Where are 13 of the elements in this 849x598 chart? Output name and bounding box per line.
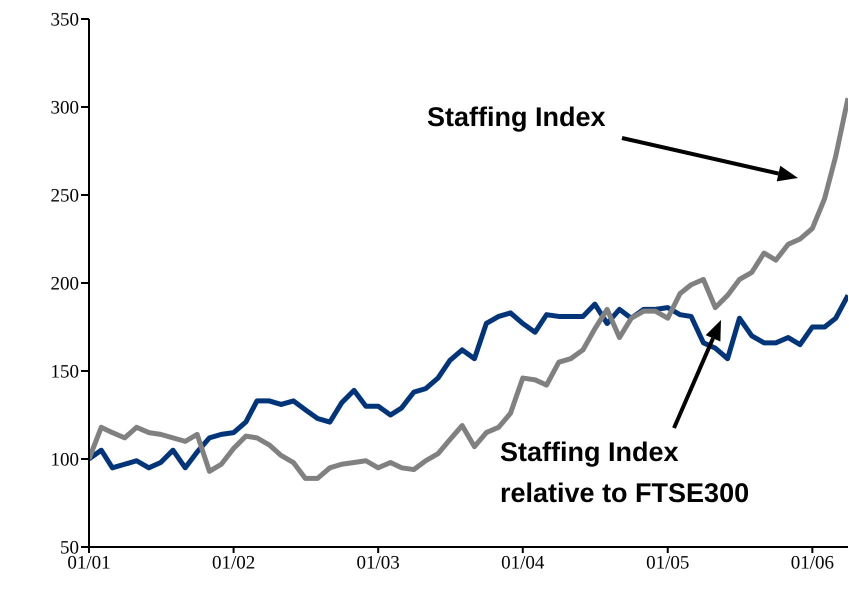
x-tick-label: 01/06 <box>790 552 834 574</box>
y-tick-label: 100 <box>50 450 79 471</box>
y-tick-label: 150 <box>50 362 79 383</box>
y-tick-label: 300 <box>50 98 79 119</box>
y-tick-label: 200 <box>50 274 79 295</box>
y-tick-label: 350 <box>50 10 79 31</box>
annotation: Staffing Index relative to FTSE300 <box>500 436 750 510</box>
x-tick-label: 01/02 <box>212 552 256 574</box>
x-tick-label: 01/05 <box>646 552 690 574</box>
annotation: Staffing Index <box>427 101 606 134</box>
x-tick-label: 01/04 <box>501 552 545 574</box>
y-tick-label: 250 <box>50 186 79 207</box>
x-tick-label: 01/03 <box>356 552 400 574</box>
